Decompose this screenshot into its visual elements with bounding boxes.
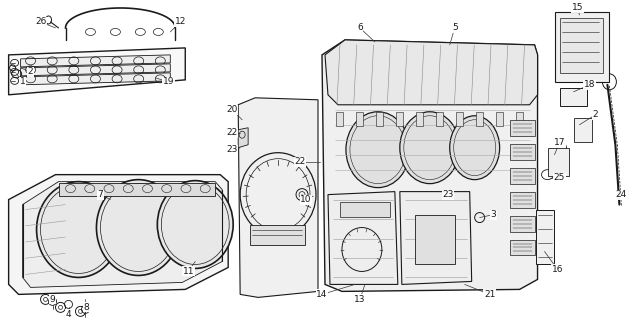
Bar [336,112,343,126]
Polygon shape [21,55,170,67]
Bar [509,239,535,255]
Bar [559,18,604,73]
Polygon shape [325,40,538,105]
Bar [535,210,554,264]
Bar [415,215,454,264]
Text: 2: 2 [593,110,599,119]
Text: 14: 14 [316,290,327,299]
Bar [435,112,443,126]
Text: 3: 3 [491,210,497,219]
Bar [340,202,390,217]
Text: 4: 4 [66,310,71,319]
Text: 6: 6 [357,23,363,32]
Polygon shape [21,73,170,85]
Text: 7: 7 [97,190,103,199]
Text: 19: 19 [162,77,174,86]
Bar [509,144,535,160]
Bar [376,112,383,126]
Text: 22: 22 [295,157,306,166]
Bar [396,112,403,126]
Text: 13: 13 [354,295,366,304]
Bar [476,112,483,126]
Ellipse shape [97,180,180,276]
Text: 23: 23 [226,145,238,154]
Bar [509,192,535,208]
Text: 1: 1 [20,77,25,86]
Bar [250,225,305,244]
Text: 22: 22 [226,128,238,137]
Text: 8: 8 [83,303,89,312]
Text: 5: 5 [452,23,458,32]
Polygon shape [21,64,170,76]
Bar [574,118,592,142]
Text: 10: 10 [300,195,312,204]
Polygon shape [238,128,248,148]
Ellipse shape [346,112,410,188]
Polygon shape [9,175,228,294]
Bar [456,112,463,126]
Text: 17: 17 [554,138,565,147]
Text: 18: 18 [584,80,595,89]
Bar [509,168,535,184]
Bar [356,112,363,126]
Polygon shape [328,192,398,284]
Polygon shape [59,183,216,196]
Bar [547,148,569,176]
Text: 11: 11 [183,267,194,276]
Bar [516,112,523,126]
Polygon shape [9,48,185,95]
Text: 15: 15 [572,4,583,12]
Bar [554,12,609,82]
Bar [495,112,502,126]
Text: 2: 2 [28,67,33,76]
Text: 25: 25 [554,173,565,182]
Ellipse shape [450,116,500,180]
Bar [416,112,423,126]
Ellipse shape [157,180,233,268]
Polygon shape [400,192,471,284]
Bar [559,88,588,106]
Text: 16: 16 [552,265,563,274]
Text: 24: 24 [616,190,627,199]
Text: 12: 12 [174,18,186,27]
Text: 21: 21 [484,290,495,299]
Text: 26: 26 [35,18,46,27]
Text: 20: 20 [226,105,238,114]
Bar [509,216,535,232]
Ellipse shape [400,112,459,184]
Polygon shape [322,40,538,292]
Polygon shape [23,182,222,287]
Text: 23: 23 [442,190,453,199]
Polygon shape [238,98,318,297]
Text: 9: 9 [50,295,56,304]
Bar [509,120,535,136]
Ellipse shape [37,182,121,277]
